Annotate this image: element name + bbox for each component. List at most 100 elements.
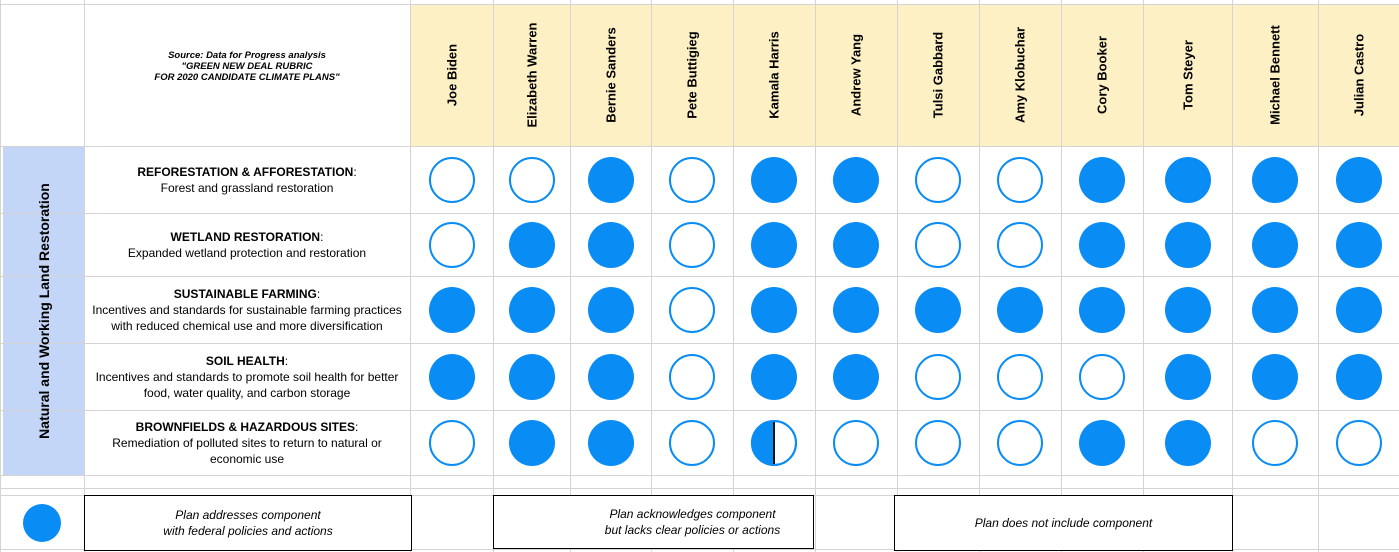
score-circle: [1079, 419, 1125, 466]
score-circle: [1252, 156, 1298, 203]
score-circle: [915, 156, 961, 203]
component-description: Incentives and standards for sustainable…: [92, 302, 402, 333]
score-circle: [1079, 156, 1125, 203]
component-label: REFORESTATION & AFFORESTATION: Forest and…: [92, 146, 402, 213]
candidate-name: Pete Buttigieg: [684, 31, 700, 119]
component-title: SOIL HEALTH:: [92, 353, 402, 369]
component-title: WETLAND RESTORATION:: [92, 229, 402, 245]
score-circle: [1252, 286, 1298, 333]
component-description: Forest and grassland restoration: [160, 180, 334, 195]
grid-line-horizontal: [0, 343, 1399, 344]
legend-line: Plan acknowledges component: [609, 507, 776, 521]
score-circle: [669, 221, 715, 268]
score-circle: [428, 353, 475, 400]
component-title-text: SOIL HEALTH: [205, 353, 285, 368]
grid-line-horizontal: [0, 146, 1399, 147]
score-circle: [428, 156, 475, 203]
legend-line: Plan does not include component: [974, 516, 1153, 530]
score-circle: [751, 286, 797, 333]
component-label: SUSTAINABLE FARMING: Incentives and stand…: [92, 276, 402, 343]
component-title-colon: :: [316, 286, 321, 301]
score-circle: [1079, 221, 1125, 268]
grid-line-horizontal: [0, 213, 1399, 214]
score-circle: [997, 286, 1043, 333]
score-circle: [1164, 156, 1211, 203]
score-circle: [1335, 221, 1382, 268]
legend-marker: [23, 504, 61, 542]
candidate-name: Tulsi Gabbard: [930, 31, 946, 119]
grid-line-horizontal: [0, 488, 1399, 489]
candidate-name: Bernie Sanders: [603, 27, 618, 123]
score-circle: [1164, 353, 1211, 400]
component-title-colon: :: [284, 353, 289, 368]
legend-text: Plan acknowledges component but lacks cle…: [605, 506, 780, 538]
candidate-name: Kamala Harris: [766, 31, 782, 119]
score-circle: [1335, 156, 1382, 203]
grid-line-horizontal: [0, 276, 1399, 277]
score-circle: [915, 286, 961, 333]
component-label: BROWNFIELDS & HAZARDOUS SITES: Remediatio…: [92, 410, 402, 475]
score-circle: [997, 221, 1043, 268]
candidate-name: Amy Klobuchar: [1012, 26, 1028, 124]
candidate-name: Elizabeth Warren: [524, 22, 539, 128]
score-circle: [833, 286, 879, 333]
component-description: Remediation of polluted sites to return …: [112, 435, 382, 466]
score-circle: [915, 221, 961, 268]
score-circle: [1164, 419, 1211, 466]
score-circle: [915, 353, 961, 400]
category-label: Natural and Working Land Restoration: [35, 182, 52, 439]
legend-text: Plan does not include component: [975, 515, 1152, 531]
legend-text: Plan addresses component with federal pol…: [163, 507, 332, 539]
score-circle: [669, 286, 715, 333]
score-circle: [997, 419, 1043, 466]
legend-line: Plan addresses component: [175, 508, 321, 522]
score-circle: [833, 353, 879, 400]
source-line: "GREEN NEW DEAL RUBRIC: [181, 61, 313, 72]
candidate-name: Michael Bennett: [1267, 25, 1283, 125]
score-circle: [669, 419, 715, 466]
component-title-text: REFORESTATION & AFFORESTATION: [137, 164, 354, 179]
score-circle: [1252, 353, 1298, 400]
score-circle: [1335, 286, 1382, 333]
legend-text-box: Plan does not include component: [894, 495, 1233, 551]
score-circle: [1252, 221, 1298, 268]
score-circle: [997, 353, 1043, 400]
legend-text-box: Plan addresses component with federal pol…: [84, 495, 412, 551]
component-title: BROWNFIELDS & HAZARDOUS SITES:: [92, 419, 402, 435]
score-circle: [1335, 353, 1382, 400]
score-circle: [587, 156, 634, 203]
score-circle: [508, 156, 555, 203]
score-circle: [751, 156, 797, 203]
score-circle: [669, 353, 715, 400]
score-circle: [428, 286, 475, 333]
score-circle: [915, 419, 961, 466]
component-title-text: WETLAND RESTORATION: [170, 229, 321, 244]
score-circle: [508, 419, 555, 466]
component-label: WETLAND RESTORATION: Expanded wetland pro…: [92, 213, 402, 276]
score-circle: [833, 156, 879, 203]
score-circle: [1164, 286, 1211, 333]
candidate-name: Andrew Yang: [848, 33, 864, 117]
legend-text-box: Plan acknowledges component but lacks cle…: [493, 495, 814, 549]
score-circle: [508, 221, 555, 268]
legend-line: with federal policies and actions: [163, 524, 333, 538]
score-circle: [669, 156, 715, 203]
candidate-name: Julian Castro: [1351, 33, 1366, 117]
legend-line: but lacks clear policies or actions: [604, 523, 781, 537]
candidate-name: Tom Steyer: [1180, 40, 1195, 110]
score-circle: [833, 221, 879, 268]
source-line: Source: Data for Progress analysis: [168, 50, 326, 61]
grid-line-horizontal: [0, 4, 1399, 5]
source-note: Source: Data for Progress analysis "GREEN…: [84, 50, 410, 83]
grid-line-horizontal: [0, 410, 1399, 411]
component-title-colon: :: [355, 419, 359, 434]
score-circle: [1079, 286, 1125, 333]
score-circle: [428, 221, 475, 268]
category-band: [3, 146, 84, 475]
score-circle: [1335, 419, 1382, 466]
score-circle: [508, 286, 555, 333]
candidate-header-band: [410, 4, 1399, 146]
component-title-text: BROWNFIELDS & HAZARDOUS SITES: [135, 419, 355, 434]
component-description: Expanded wetland protection and restorat…: [127, 245, 367, 260]
